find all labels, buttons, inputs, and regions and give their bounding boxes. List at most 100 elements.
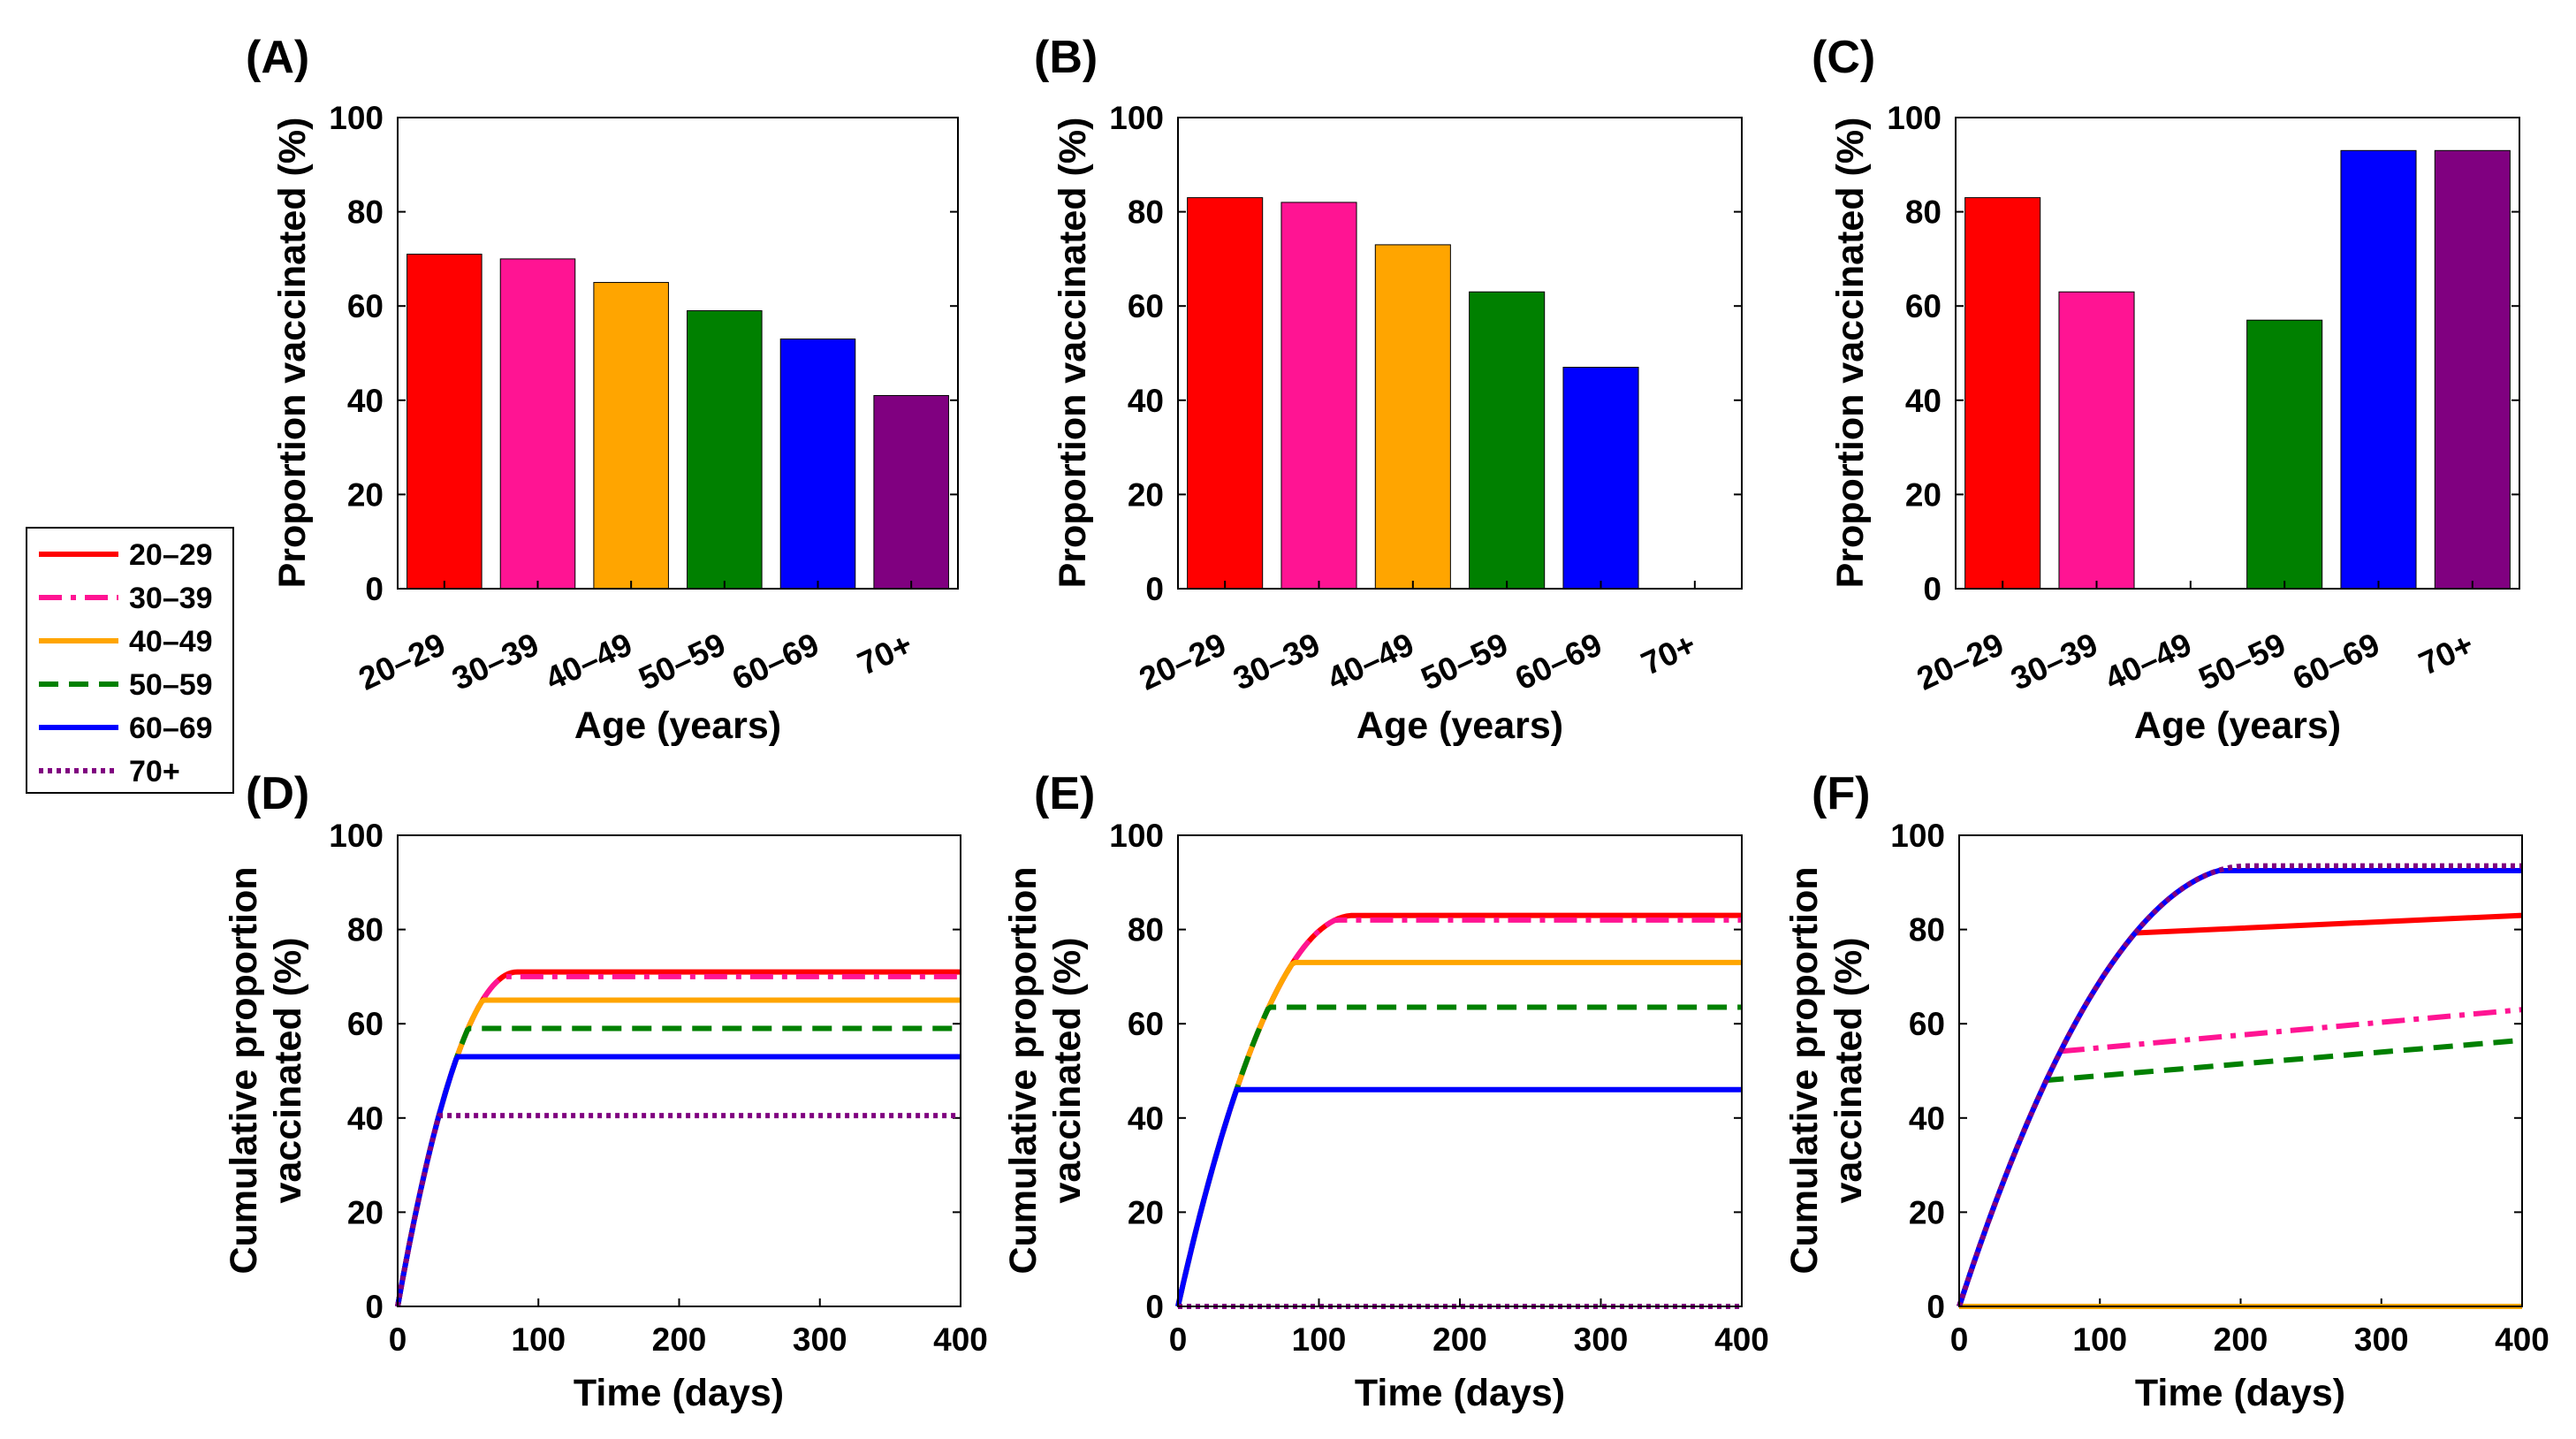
bar-50-59 [1469, 291, 1546, 590]
series-line-60-69 [395, 1054, 961, 1307]
xtick-label: 30–39 [2005, 626, 2103, 697]
legend-label-70plus: 70+ [129, 755, 180, 788]
ytick-label: 60 [1128, 1006, 1164, 1042]
panel-e-axes-box [1177, 834, 1743, 1307]
bar-30-39 [2058, 291, 2135, 590]
xtick-label: 70+ [1636, 626, 1701, 682]
series-line-60-69 [1175, 1086, 1742, 1307]
ytick-label: 100 [1887, 100, 1941, 136]
bar-60-69 [2340, 149, 2417, 590]
series-line-70plus [395, 1113, 961, 1307]
bar-60-69 [779, 339, 856, 590]
xtick-label: 100 [511, 1321, 566, 1358]
bar-30-39 [1280, 202, 1357, 590]
panel-a-axes-box [397, 117, 959, 590]
panel-d-ylabel-line1: Cumulative proportion [223, 866, 265, 1274]
ytick-label: 60 [347, 288, 384, 324]
panel-d-xlabel: Time (days) [574, 1372, 784, 1414]
legend-box [26, 527, 234, 794]
ytick-label: 80 [347, 912, 384, 948]
ytick-label: 20 [1909, 1194, 1945, 1230]
ytick-label: 80 [1128, 912, 1164, 948]
xtick-label: 30–39 [1227, 626, 1326, 697]
xtick-label: 40–49 [540, 626, 638, 697]
ytick-label: 60 [347, 1006, 384, 1042]
ytick-label: 100 [329, 100, 384, 136]
xtick-label: 400 [1714, 1321, 1769, 1358]
ytick-label: 40 [1128, 383, 1164, 419]
ytick-label: 100 [1109, 100, 1164, 136]
panel-f-letter: (F) [1812, 768, 1870, 819]
bar-60-69 [1562, 366, 1639, 590]
ytick-label: 20 [1128, 1194, 1164, 1230]
bar-70plus [873, 394, 949, 590]
panel-c-ylabel: Proportion vaccinated (%) [1829, 118, 1872, 589]
ytick-label: 80 [347, 194, 384, 231]
ytick-label: 20 [1128, 476, 1164, 513]
panel-a: (A) 0 20 40 60 80 100 20–2930–3940–4950–5960–6… [246, 32, 959, 747]
panel-a-ylabel: Proportion vaccinated (%) [271, 118, 314, 589]
xtick-label: 70+ [852, 626, 917, 682]
series-line-20-29 [1175, 912, 1743, 1307]
xtick-label: 20–29 [353, 626, 452, 697]
ytick-label: 40 [1905, 383, 1941, 419]
ytick-label: 40 [347, 1100, 384, 1137]
legend-label-40-49: 40–49 [129, 625, 213, 659]
panel-d: (D) 0 20 40 60 80 100 0 100 200 300 400 Time (days… [223, 768, 988, 1414]
xtick-label: 100 [1292, 1321, 1347, 1358]
bar-70plus [2434, 149, 2511, 590]
xtick-label: 400 [2495, 1321, 2549, 1358]
xtick-label: 300 [1574, 1321, 1629, 1358]
panel-e-xlabel: Time (days) [1355, 1372, 1565, 1414]
xtick-label: 20–29 [1911, 626, 2010, 697]
ytick-label: 100 [1890, 818, 1945, 854]
legend-label-60-69: 60–69 [129, 712, 213, 745]
panel-a-xlabel: Age (years) [574, 704, 781, 747]
xtick-label: 400 [933, 1321, 988, 1358]
panel-e-plot: 0 20 40 60 80 100 0 100 200 300 400 [1109, 818, 1769, 1358]
panel-c-xlabel: Age (years) [2134, 704, 2341, 747]
series-line-30-39 [1175, 917, 1742, 1307]
xtick-label: 200 [2214, 1321, 2268, 1358]
xtick-label: 30–39 [446, 626, 544, 697]
xtick-label: 70+ [2413, 626, 2479, 682]
ytick-label: 100 [1109, 818, 1164, 854]
xtick-label: 0 [1169, 1321, 1188, 1358]
bar-50-59 [687, 310, 763, 590]
panel-f-axes-box [1958, 834, 2523, 1307]
xtick-label: 60–69 [726, 626, 824, 697]
panel-f: (F) 0 20 40 60 80 100 0 100 200 300 400 Time (days… [1783, 768, 2549, 1414]
xtick-label: 0 [1950, 1321, 1969, 1358]
xtick-label: 50–59 [634, 626, 732, 697]
panel-c: (C) 0 20 40 60 80 100 20–2930–3940–4950–5960–6… [1812, 32, 2520, 747]
panel-e-ylabel-line2: vaccinated (%) [1046, 937, 1089, 1203]
series-line-50-59 [395, 1025, 961, 1307]
panel-b-xlabel: Age (years) [1356, 704, 1563, 747]
panel-a-letter: (A) [246, 32, 309, 83]
ytick-label: 0 [1145, 571, 1164, 607]
xtick-label: 20–29 [1134, 626, 1232, 697]
xtick-label: 200 [1432, 1321, 1487, 1358]
bar-50-59 [2246, 319, 2323, 590]
ytick-label: 40 [1909, 1100, 1945, 1137]
ytick-label: 100 [329, 818, 384, 854]
xtick-label: 200 [652, 1321, 707, 1358]
ytick-label: 80 [1128, 194, 1164, 231]
ytick-label: 0 [365, 1289, 384, 1325]
bar-40-49 [593, 282, 669, 590]
ytick-label: 0 [1145, 1289, 1164, 1325]
series-line-70plus [1957, 863, 2522, 1307]
panel-c-axes-box [1955, 117, 2520, 590]
ytick-label: 60 [1128, 288, 1164, 324]
panel-e: (E) 0 20 40 60 80 100 0 100 200 300 400 Time (days… [1002, 768, 1769, 1414]
xtick-label: 50–59 [2193, 626, 2291, 697]
xtick-label: 60–69 [2287, 626, 2385, 697]
panel-b-letter: (B) [1034, 32, 1098, 83]
series-line-50-59 [1175, 1004, 1742, 1307]
xtick-label: 40–49 [2100, 626, 2198, 697]
series-line-40-49 [1175, 959, 1742, 1307]
panel-f-plot: 0 20 40 60 80 100 0 100 200 300 400 [1890, 818, 2549, 1358]
xtick-label: 60–69 [1509, 626, 1607, 697]
